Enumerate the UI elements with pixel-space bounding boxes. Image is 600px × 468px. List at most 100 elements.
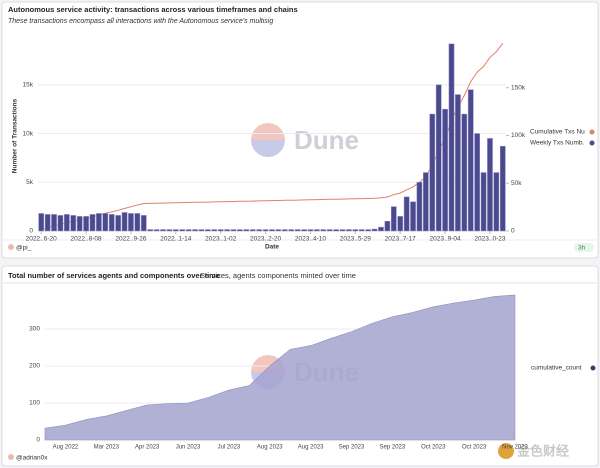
- bar: [442, 108, 448, 232]
- x-tick-label: 2023..0-23: [474, 236, 505, 243]
- x-tick-label: 2023..4-10: [295, 236, 326, 243]
- y-tick-label: 100: [29, 400, 40, 407]
- avatar: [8, 454, 14, 460]
- bar: [326, 229, 333, 232]
- y-tick-label: 5k: [26, 179, 34, 186]
- bar: [121, 212, 128, 232]
- age-badge: [574, 243, 594, 252]
- bar: [390, 206, 397, 232]
- x-tick-label: Aug 2023: [257, 445, 283, 451]
- bar: [70, 215, 77, 232]
- bar: [371, 228, 378, 232]
- overlay-logo: 金色财经: [516, 443, 569, 458]
- y-tick-label: 300: [29, 326, 40, 333]
- bar: [435, 84, 442, 232]
- bar: [346, 229, 352, 232]
- bar: [275, 229, 282, 232]
- bar: [423, 172, 429, 232]
- author[interactable]: @pi_: [16, 245, 32, 252]
- bar: [140, 215, 147, 232]
- watermark: Dune: [294, 125, 359, 155]
- legend-label: cumulative_count: [531, 365, 582, 372]
- y2-tick-label: 50k: [511, 180, 522, 187]
- bar: [44, 214, 51, 232]
- bar: [429, 113, 436, 232]
- x-tick-label: 2023..9-04: [430, 236, 461, 243]
- bar: [108, 214, 115, 232]
- bar: [211, 229, 218, 232]
- bar: [205, 229, 211, 232]
- y-tick-label: 0: [36, 437, 40, 444]
- bar: [499, 145, 506, 232]
- y2-tick-label: 0: [511, 228, 515, 235]
- y-axis-label: Number of Transactions: [12, 98, 19, 173]
- bar: [64, 214, 70, 232]
- bar: [166, 229, 173, 232]
- bar: [269, 229, 275, 232]
- x-tick-label: 2023..7-17: [385, 236, 416, 243]
- bar: [134, 213, 141, 232]
- bar: [57, 215, 64, 232]
- bar: [282, 229, 288, 232]
- bar: [384, 221, 391, 232]
- bar: [160, 229, 166, 232]
- bar: [416, 182, 423, 232]
- bar: [256, 229, 262, 232]
- y-tick-label: 0: [29, 228, 33, 235]
- bar: [294, 229, 301, 232]
- bar: [115, 215, 121, 232]
- bar: [230, 229, 237, 232]
- bar: [461, 113, 468, 232]
- bar: [467, 89, 474, 232]
- bar: [102, 213, 109, 232]
- bar: [352, 229, 359, 232]
- bar: [217, 229, 224, 232]
- bar: [147, 229, 154, 232]
- x-tick-label: Jul 2023: [218, 445, 241, 451]
- bar: [51, 214, 57, 232]
- x-tick-label: 2022..6-20: [26, 236, 57, 243]
- bar: [397, 216, 404, 232]
- bar: [153, 229, 160, 232]
- y-tick-label: 15k: [23, 82, 34, 89]
- bar: [179, 229, 186, 232]
- bar: [185, 229, 192, 232]
- legend-label: Cumulative Txs Nu: [530, 129, 585, 136]
- y2-tick-label: 150k: [511, 84, 526, 91]
- bar: [301, 229, 307, 232]
- bar: [365, 229, 371, 232]
- legend-label: Weekly Txs Numb.: [530, 140, 584, 147]
- bar: [173, 229, 179, 232]
- bar: [83, 216, 89, 232]
- bar: [198, 229, 205, 232]
- x-tick-label: Apr 2023: [135, 445, 160, 451]
- x-tick-label: Aug 2022: [53, 445, 79, 451]
- x-tick-label: 2023..2-20: [250, 236, 281, 243]
- x-tick-label: Sep 2023: [380, 445, 406, 451]
- bar: [224, 229, 230, 232]
- y-tick-label: 10k: [23, 130, 34, 137]
- bar: [378, 226, 384, 232]
- bar: [314, 229, 320, 232]
- bar: [339, 229, 346, 232]
- bar: [307, 229, 314, 232]
- age: 3h: [578, 245, 586, 252]
- bar: [249, 229, 256, 232]
- x-tick-label: Nov 2023: [502, 445, 528, 451]
- x-axis-label: Date: [265, 244, 279, 251]
- logo: [251, 123, 285, 157]
- x-tick-label: Aug 2023: [298, 445, 324, 451]
- x-tick-label: Mar 2023: [94, 445, 120, 451]
- bar: [493, 172, 500, 232]
- x-tick-label: Sep 2023: [339, 445, 365, 451]
- author[interactable]: @adrian0x: [16, 455, 48, 462]
- x-tick-label: 2022..1-14: [160, 236, 191, 243]
- bar: [243, 229, 250, 232]
- y2-tick-label: 100k: [511, 132, 526, 139]
- bar: [333, 229, 339, 232]
- bar: [237, 229, 243, 232]
- x-tick-label: 2022..8-08: [71, 236, 102, 243]
- bar: [403, 196, 410, 232]
- bar: [262, 229, 269, 232]
